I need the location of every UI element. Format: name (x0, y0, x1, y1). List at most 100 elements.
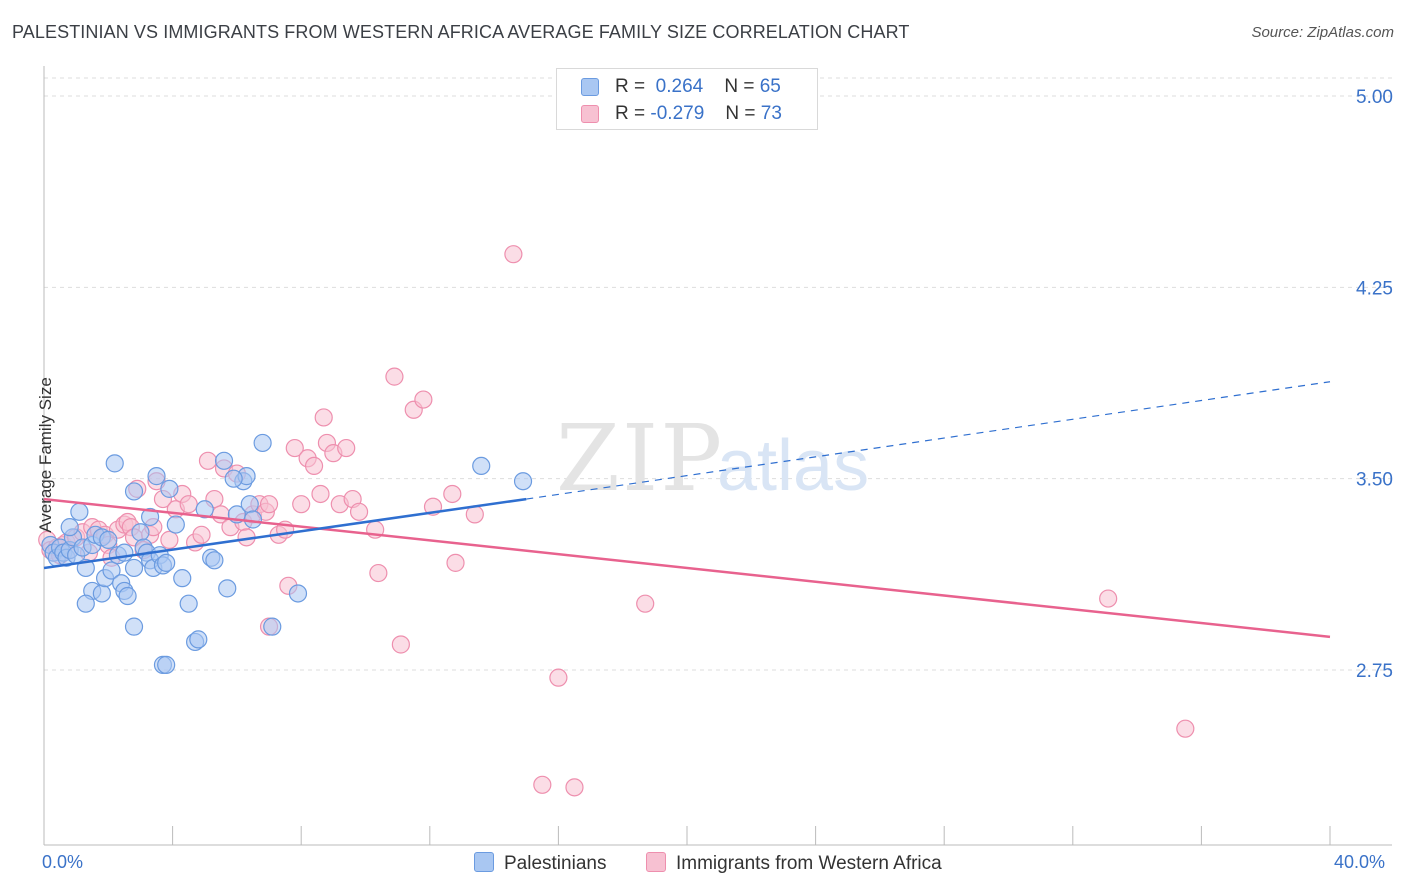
grid-lines (44, 77, 1392, 671)
point-palestinians (195, 500, 214, 519)
point-immigrants (179, 495, 198, 514)
x-axis-min-label: 0.0% (42, 852, 84, 872)
stats-swatch-pink (581, 105, 599, 123)
watermark-zip: ZIP (556, 405, 724, 512)
point-palestinians (118, 586, 137, 606)
point-palestinians (124, 558, 144, 578)
n-value: 65 (759, 76, 781, 97)
stats-swatch-blue (581, 78, 599, 96)
point-palestinians (105, 454, 124, 473)
point-palestinians (243, 510, 263, 529)
point-immigrants (160, 530, 179, 549)
n-label: N = (724, 76, 755, 97)
point-palestinians (60, 518, 79, 537)
chart-title: PALESTINIAN VS IMMIGRANTS FROM WESTERN A… (12, 22, 910, 42)
point-immigrants (349, 502, 369, 521)
point-palestinians (160, 479, 179, 498)
point-immigrants (565, 778, 584, 797)
stats-text: R = -0.279 N = 73 (615, 103, 782, 125)
point-palestinians (263, 617, 282, 636)
point-immigrants (391, 635, 410, 654)
point-palestinians (189, 630, 208, 649)
series-palestinians (41, 433, 533, 674)
point-palestinians (288, 584, 308, 603)
point-immigrants (533, 775, 552, 794)
point-immigrants (304, 456, 324, 476)
r-label: R = (615, 103, 646, 124)
point-palestinians (218, 579, 237, 598)
point-palestinians (472, 456, 491, 476)
r-label: R = (615, 76, 646, 97)
point-palestinians (157, 553, 176, 572)
point-immigrants (259, 495, 279, 514)
legend-item-immigrants[interactable]: Immigrants from Western Africa (646, 852, 942, 875)
point-immigrants (446, 553, 465, 572)
point-palestinians (92, 584, 111, 603)
source-credit: Source: ZipAtlas.com (1251, 24, 1394, 41)
point-immigrants (314, 408, 333, 427)
point-palestinians (513, 472, 533, 491)
point-palestinians (124, 617, 144, 636)
legend-label: Immigrants from Western Africa (676, 853, 942, 874)
stats-box: R = 0.264 N = 65 R = -0.279 N = 73 (556, 68, 818, 130)
point-palestinians (147, 467, 166, 486)
legend: Palestinians Immigrants from Western Afr… (0, 852, 1406, 878)
y-tick-labels: 2.75 3.50 4.25 5.00 (1356, 87, 1393, 682)
point-immigrants (311, 484, 330, 504)
y-axis-label: Average Family Size (36, 377, 55, 533)
point-palestinians (166, 515, 185, 534)
legend-label: Palestinians (504, 853, 607, 874)
y-tick-label: 5.00 (1356, 87, 1393, 108)
point-immigrants (192, 525, 211, 544)
point-palestinians (157, 655, 176, 674)
point-immigrants (369, 563, 388, 583)
point-palestinians (253, 433, 272, 453)
point-immigrants (285, 438, 304, 458)
axes (43, 66, 1392, 846)
point-immigrants (549, 668, 568, 687)
point-palestinians (179, 594, 198, 613)
n-value: 73 (760, 103, 782, 124)
trend-line-palestinians-extrapolated (526, 381, 1331, 500)
point-palestinians (205, 551, 224, 570)
point-palestinians (76, 594, 95, 613)
r-value: -0.279 (650, 103, 705, 124)
series-immigrants-western-africa (38, 245, 1195, 797)
point-palestinians (102, 561, 121, 580)
legend-swatch-blue (474, 852, 494, 872)
y-tick-label: 4.25 (1356, 278, 1393, 299)
point-palestinians (99, 530, 118, 549)
point-palestinians (173, 569, 192, 588)
point-immigrants (1099, 589, 1118, 608)
point-immigrants (1176, 719, 1195, 738)
point-immigrants (292, 495, 311, 514)
point-palestinians (140, 507, 160, 527)
point-immigrants (636, 594, 655, 613)
point-palestinians (131, 523, 150, 542)
point-palestinians (115, 543, 134, 562)
r-value: 0.264 (655, 76, 704, 97)
legend-item-palestinians[interactable]: Palestinians (474, 852, 606, 875)
watermark-atlas: atlas (717, 426, 869, 506)
point-palestinians (124, 482, 144, 501)
point-palestinians (214, 451, 234, 470)
stats-text: R = 0.264 N = 65 (615, 76, 781, 98)
trend-line-immigrants (43, 497, 1331, 639)
point-palestinians (70, 502, 89, 521)
trend-line-palestinians (43, 497, 527, 570)
point-palestinians (240, 495, 259, 514)
n-label: N = (725, 103, 756, 124)
point-immigrants (198, 451, 218, 470)
y-tick-label: 3.50 (1356, 470, 1393, 491)
point-palestinians (224, 469, 243, 488)
legend-swatch-pink (646, 852, 666, 872)
trend-lines (43, 381, 1331, 639)
watermark: ZIP atlas (556, 405, 869, 512)
x-axis-max-label: 40.0% (1334, 852, 1386, 872)
point-immigrants (414, 390, 433, 409)
point-immigrants (443, 484, 462, 504)
point-immigrants (385, 367, 404, 386)
y-tick-label: 2.75 (1356, 661, 1393, 682)
point-immigrants (504, 245, 523, 264)
